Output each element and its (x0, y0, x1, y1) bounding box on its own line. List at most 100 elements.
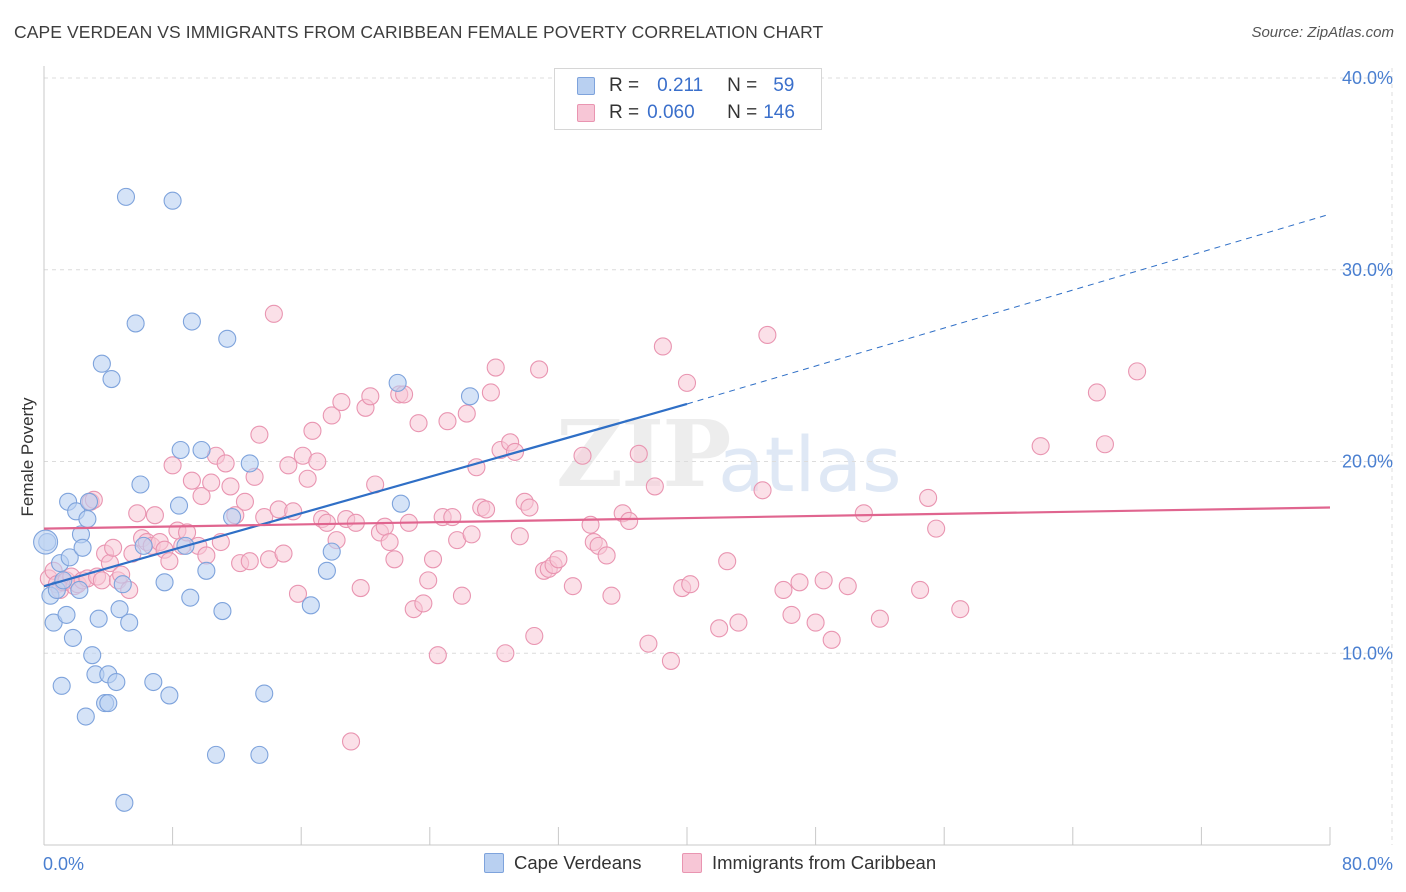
x-tick-label: 0.0% (43, 854, 84, 874)
data-point-cape-verdean (155, 573, 174, 592)
tick-label-layer: 10.0% 20.0% 30.0% 40.0% 0.0% 80.0% (43, 68, 1393, 874)
data-point-caribbean (235, 492, 254, 511)
data-point-cape-verdean (388, 373, 407, 392)
legend-swatch-blue (577, 77, 595, 95)
data-point-caribbean (520, 498, 539, 517)
data-point-caribbean (1087, 383, 1106, 402)
data-point-caribbean (870, 609, 889, 628)
data-point-cape-verdean (99, 694, 118, 713)
stats-legend: R = 0.211 N = 59 R = 0.060 N = 146 (554, 68, 822, 130)
data-point-cape-verdean (60, 548, 79, 567)
trendline-cape-verdeans-extension (686, 213, 1331, 405)
data-point-cape-verdean (76, 707, 95, 726)
data-point-caribbean (1031, 437, 1050, 456)
legend-r-label: R = (609, 102, 640, 123)
data-point-cape-verdean (171, 440, 190, 460)
data-point-caribbean (264, 304, 283, 323)
data-point-caribbean (341, 732, 361, 751)
data-point-cape-verdean (391, 494, 410, 513)
data-point-caribbean (409, 414, 428, 433)
legend-row-caribbean: R = 0.060 N = 146 (577, 100, 795, 126)
data-point-caribbean (375, 517, 394, 536)
data-point-cape-verdean (317, 561, 336, 580)
data-point-caribbean (414, 594, 433, 613)
data-point-caribbean (250, 425, 269, 444)
data-point-cape-verdean (131, 475, 150, 494)
data-point-caribbean (279, 456, 298, 475)
data-point-caribbean (563, 577, 582, 596)
trendline-caribbean (43, 506, 1331, 530)
data-point-caribbean (380, 532, 399, 552)
data-point-caribbean (284, 502, 303, 521)
data-point-cape-verdean (115, 793, 134, 812)
bottom-legend-caribbean: Immigrants from Caribbean (682, 852, 936, 874)
legend-n-label: N = (727, 102, 758, 123)
data-point-caribbean (927, 519, 946, 538)
axis-layer (43, 66, 1331, 846)
data-point-cape-verdean (182, 312, 201, 331)
data-point-caribbean (92, 571, 111, 590)
data-point-caribbean (710, 619, 729, 638)
data-point-cape-verdean (192, 440, 211, 460)
data-point-caribbean (361, 387, 380, 406)
data-point-caribbean (477, 500, 496, 519)
data-point-caribbean (645, 477, 664, 496)
data-point-caribbean (510, 527, 529, 546)
data-point-cape-verdean (78, 509, 97, 529)
y-tick-label: 30.0% (1342, 260, 1393, 280)
data-point-cape-verdean (240, 454, 259, 473)
bottom-legend-cape-verdeans: Cape Verdeans (484, 852, 642, 874)
data-point-cape-verdean (144, 672, 163, 692)
data-point-caribbean (530, 360, 549, 379)
data-point-caribbean (274, 544, 293, 563)
data-point-caribbean (782, 605, 801, 624)
data-point-caribbean (729, 613, 748, 632)
data-point-caribbean (197, 546, 216, 565)
y-tick-label: 20.0% (1342, 452, 1393, 472)
data-point-caribbean (457, 404, 476, 423)
data-point-caribbean (216, 454, 235, 473)
legend-r-label: R = (609, 75, 640, 96)
data-point-caribbean (854, 504, 873, 523)
data-point-cape-verdean (83, 646, 102, 665)
y-tick-label: 40.0% (1342, 68, 1393, 88)
data-point-cape-verdean (213, 602, 232, 621)
data-point-caribbean (806, 613, 825, 632)
data-point-cape-verdean (181, 588, 200, 607)
data-point-cape-verdean (107, 672, 126, 692)
data-point-cape-verdean (113, 575, 132, 594)
legend-r-value: 0.060 (647, 102, 695, 123)
data-point-caribbean (911, 580, 930, 600)
data-point-caribbean (597, 546, 616, 565)
data-point-caribbean (104, 538, 123, 557)
data-point-caribbean (951, 600, 970, 619)
bottom-legend-label: Immigrants from Caribbean (712, 852, 937, 873)
data-point-cape-verdean (250, 745, 269, 764)
data-point-caribbean (681, 575, 700, 594)
legend-n-value: 59 (773, 75, 795, 96)
data-point-cape-verdean (92, 354, 111, 373)
data-point-caribbean (549, 550, 568, 569)
data-point-caribbean (202, 473, 221, 492)
data-point-cape-verdean (116, 187, 136, 206)
x-tick-label: 80.0% (1342, 854, 1393, 874)
data-point-caribbean (620, 511, 639, 530)
trend-layer (43, 213, 1331, 588)
data-point-caribbean (838, 577, 857, 596)
data-point-cape-verdean (163, 191, 182, 210)
data-point-cape-verdean (110, 600, 129, 619)
data-point-cape-verdean (322, 542, 341, 561)
data-point-caribbean (661, 651, 680, 670)
y-tick-label: 10.0% (1342, 643, 1393, 663)
chart-title: CAPE VERDEAN VS IMMIGRANTS FROM CARIBBEA… (14, 22, 824, 42)
data-point-caribbean (629, 444, 648, 463)
data-point-caribbean (525, 626, 544, 646)
data-point-caribbean (496, 644, 515, 663)
legend-r-value: 0.211 (657, 75, 704, 96)
data-point-caribbean (303, 421, 322, 440)
data-point-caribbean (486, 358, 505, 377)
data-point-caribbean (428, 646, 447, 665)
data-point-caribbean (919, 488, 938, 507)
data-point-caribbean (385, 550, 404, 569)
